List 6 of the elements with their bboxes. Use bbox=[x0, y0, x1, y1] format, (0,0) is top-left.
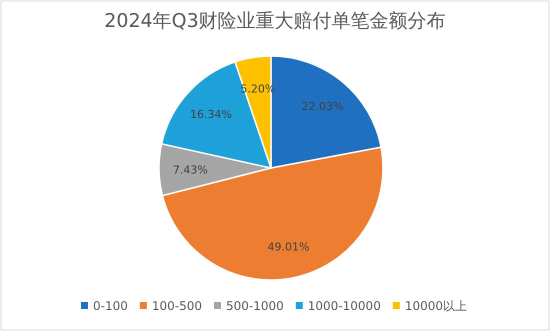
legend-label: 100-500 bbox=[152, 299, 202, 313]
legend-label: 500-1000 bbox=[226, 299, 284, 313]
legend-label: 0-100 bbox=[92, 299, 128, 313]
legend-label: 1000-10000 bbox=[308, 299, 381, 313]
legend-label: 10000以上 bbox=[404, 299, 468, 313]
title: 2024年Q3财险业重大赔付单笔金额分布 bbox=[104, 10, 446, 32]
